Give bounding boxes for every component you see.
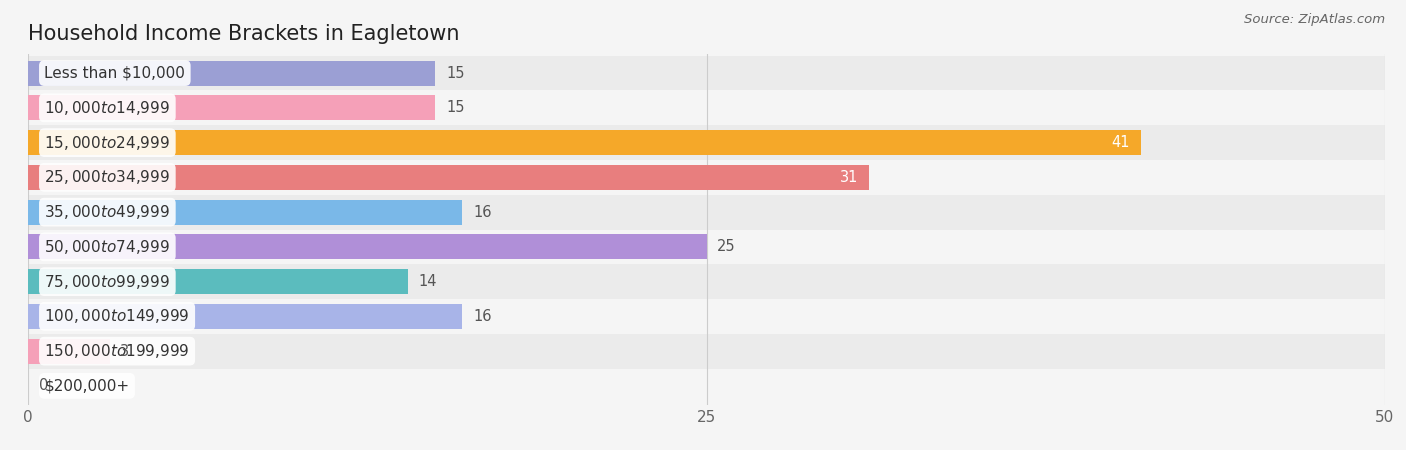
Text: $100,000 to $149,999: $100,000 to $149,999: [45, 307, 190, 325]
Bar: [28, 195, 1385, 230]
Bar: [28, 130, 1140, 155]
Text: 25: 25: [717, 239, 735, 254]
Text: Source: ZipAtlas.com: Source: ZipAtlas.com: [1244, 14, 1385, 27]
Bar: [28, 200, 463, 225]
Bar: [28, 125, 1385, 160]
Text: 0: 0: [39, 378, 48, 393]
Text: $150,000 to $199,999: $150,000 to $199,999: [45, 342, 190, 360]
Bar: [28, 230, 1385, 264]
Text: 16: 16: [474, 309, 492, 324]
Text: $35,000 to $49,999: $35,000 to $49,999: [45, 203, 170, 221]
Text: $15,000 to $24,999: $15,000 to $24,999: [45, 134, 170, 152]
Bar: [28, 61, 436, 86]
Text: 15: 15: [446, 100, 464, 115]
Bar: [28, 56, 1385, 90]
Bar: [28, 165, 869, 190]
Text: Less than $10,000: Less than $10,000: [45, 66, 186, 81]
Text: $25,000 to $34,999: $25,000 to $34,999: [45, 168, 170, 186]
Text: 31: 31: [841, 170, 859, 185]
Text: 14: 14: [419, 274, 437, 289]
Bar: [28, 264, 1385, 299]
Bar: [28, 304, 463, 329]
Bar: [28, 234, 707, 259]
Text: 3: 3: [121, 344, 129, 359]
Bar: [28, 369, 1385, 403]
Text: 15: 15: [446, 66, 464, 81]
Bar: [28, 334, 1385, 369]
Bar: [28, 95, 436, 121]
Text: 41: 41: [1111, 135, 1130, 150]
Bar: [28, 338, 110, 364]
Text: $200,000+: $200,000+: [45, 378, 129, 393]
Text: $75,000 to $99,999: $75,000 to $99,999: [45, 273, 170, 291]
Text: $10,000 to $14,999: $10,000 to $14,999: [45, 99, 170, 117]
Bar: [28, 90, 1385, 125]
Text: Household Income Brackets in Eagletown: Household Income Brackets in Eagletown: [28, 24, 460, 44]
Bar: [28, 299, 1385, 334]
Text: 16: 16: [474, 205, 492, 220]
Text: $50,000 to $74,999: $50,000 to $74,999: [45, 238, 170, 256]
Bar: [28, 269, 408, 294]
Bar: [28, 160, 1385, 195]
